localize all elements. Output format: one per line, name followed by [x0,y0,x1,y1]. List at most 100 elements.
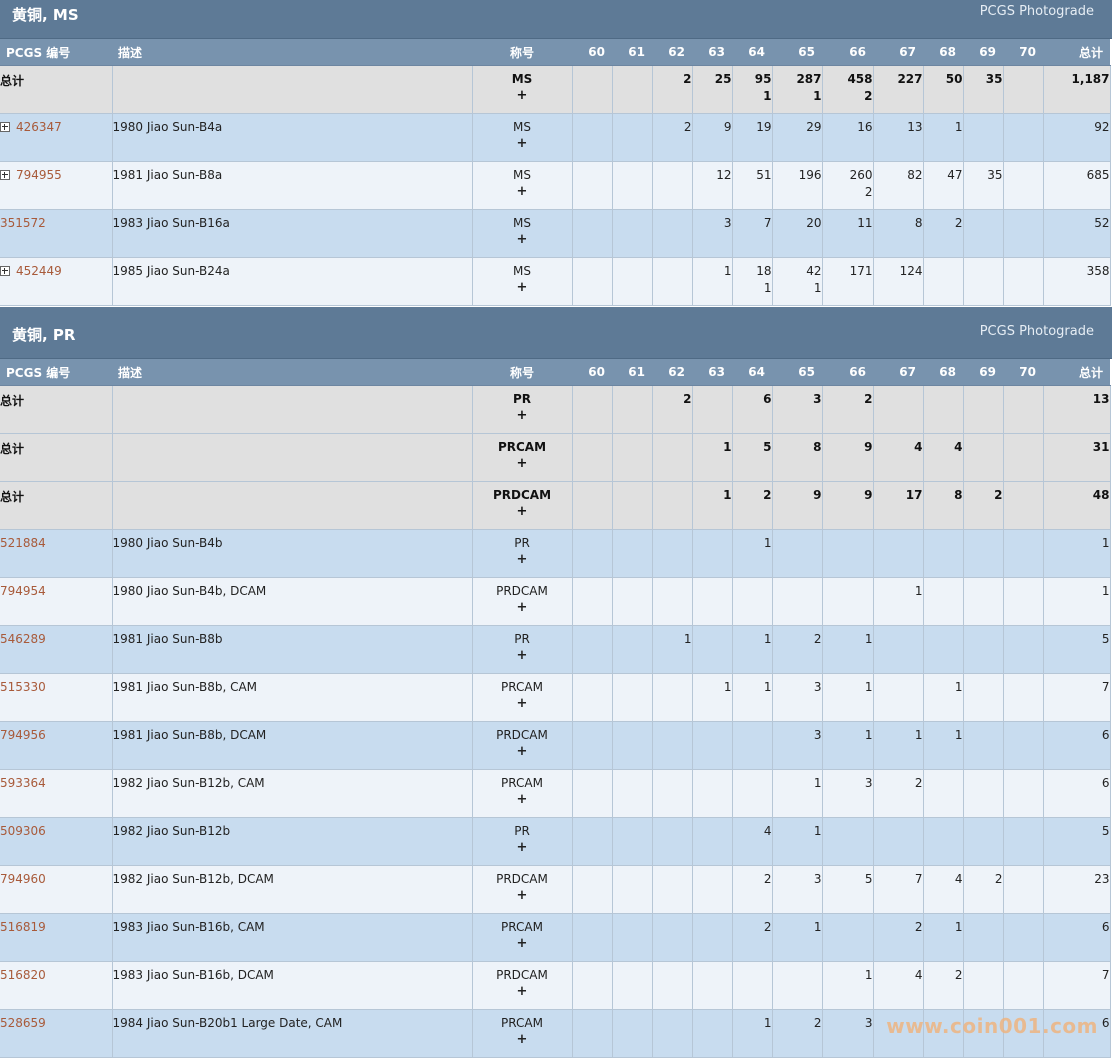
row-total-cell: 6 [1043,721,1111,770]
designation-text: PR [514,632,530,646]
grade-count-cell: 3 [822,769,874,818]
column-header[interactable]: PCGS 编号 [0,39,112,66]
grade-count-cell [923,577,964,626]
pcgs-number-link[interactable]: 794955 [16,168,62,182]
grade-count-cell: 4 [732,817,773,866]
grade-count: 4 [914,440,923,454]
population-table: PCGS 编号 描述 称号 60 61 62 63 64 65 66 67 68 69 70 总计 总计 PR +… [0,359,1111,1058]
grade-count-cell [923,257,964,306]
column-header[interactable]: 描述 [112,359,472,386]
photograde-link[interactable]: PCGS Photograde [979,4,1094,19]
pcgs-number-cell: 546289 [0,625,113,674]
section-header: 黄铜, MS PCGS Photograde [0,0,1112,39]
column-header[interactable]: 69 [963,39,1003,66]
pcgs-number-link[interactable]: 452449 [16,264,62,278]
plus-grade-label: + [516,232,528,247]
description-cell: 1982 Jiao Sun-B12b [112,817,473,866]
column-header[interactable]: 61 [612,359,652,386]
column-header[interactable]: 总计 [1043,39,1110,66]
grade-count: 5 [864,872,873,886]
column-header[interactable]: 称号 [472,39,572,66]
column-header[interactable]: 66 [822,39,873,66]
column-header[interactable]: 62 [652,39,692,66]
designation-cell: MS + [472,257,573,306]
table-row: 521884 1980 Jiao Sun-B4b PR +1 1 [0,529,1111,578]
grade-count-cell: 5 [732,433,773,482]
table-row: 593364 1982 Jiao Sun-B12b, CAM PRCAM +1 3 2 6 [0,769,1111,818]
grade-count: 1 [723,488,732,502]
pcgs-number-link[interactable]: 351572 [0,216,46,230]
grade-count-cell: 19 [732,113,773,162]
pcgs-number-link[interactable]: 521884 [0,536,46,550]
column-header[interactable]: 61 [612,39,652,66]
expand-plus-icon[interactable] [0,266,10,276]
column-header[interactable]: 67 [873,39,923,66]
column-header[interactable]: 62 [652,359,692,386]
pcgs-number-link[interactable]: 794960 [0,872,46,886]
grade-count: 1 [954,728,963,742]
column-header[interactable]: 65 [772,359,822,386]
row-total: 92 [1094,120,1110,134]
plus-grade-count: 1 [763,281,772,295]
column-header[interactable]: 总计 [1043,359,1110,386]
column-header[interactable]: 65 [772,39,822,66]
column-header[interactable]: 68 [923,359,963,386]
column-header[interactable]: 描述 [112,39,472,66]
column-header[interactable]: 67 [873,359,923,386]
column-header[interactable]: 70 [1003,39,1043,66]
description-text: 1981 Jiao Sun-B8a [112,168,223,182]
grade-count: 1 [813,824,822,838]
pcgs-number-link[interactable]: 794956 [0,728,46,742]
column-header[interactable]: 60 [572,359,612,386]
pcgs-number-link[interactable]: 509306 [0,824,46,838]
grade-count-cell [692,817,733,866]
column-header[interactable]: 66 [822,359,873,386]
grade-count-cell: 3 [772,865,823,914]
expand-plus-icon[interactable] [0,170,10,180]
pcgs-number-link[interactable]: 516819 [0,920,46,934]
column-header[interactable]: 称号 [472,359,572,386]
pcgs-number-link[interactable]: 516820 [0,968,46,982]
grade-count-cell: 2 [963,865,1004,914]
grade-count-cell [1003,481,1044,530]
grade-count-cell [873,529,924,578]
grade-count: 1 [723,440,732,454]
column-header[interactable]: 63 [692,39,732,66]
grade-count-cell: 1 [772,913,823,962]
plus-grade-label: + [516,696,528,711]
pcgs-number-link[interactable]: 515330 [0,680,46,694]
pcgs-number-link[interactable]: 546289 [0,632,46,646]
designation-text: MS [513,264,531,278]
pcgs-number-link[interactable]: 528659 [0,1016,46,1030]
grade-count-cell [923,385,964,434]
column-header[interactable]: 68 [923,39,963,66]
column-header[interactable]: 64 [732,39,772,66]
column-header[interactable]: 70 [1003,359,1043,386]
column-header[interactable]: 69 [963,359,1003,386]
grade-count: 1 [763,536,772,550]
column-header[interactable]: PCGS 编号 [0,359,112,386]
pcgs-number-cell: 516820 [0,961,113,1010]
column-header[interactable]: 60 [572,39,612,66]
designation-text: PR [512,392,532,406]
column-header[interactable]: 63 [692,359,732,386]
pcgs-number-link[interactable]: 426347 [16,120,62,134]
photograde-link[interactable]: PCGS Photograde [979,324,1094,339]
designation-cell: MS + [472,209,573,258]
expand-plus-icon[interactable] [0,122,10,132]
grade-count-cell: 2 [923,961,964,1010]
grade-count: 1 [813,920,822,934]
grade-count-cell [612,481,653,530]
pcgs-number-link[interactable]: 593364 [0,776,46,790]
grade-count-cell [572,865,613,914]
grade-count-cell: 227 [873,65,924,114]
grade-count-cell [652,865,693,914]
grade-count-cell [612,577,653,626]
pcgs-number-link[interactable]: 794954 [0,584,46,598]
pcgs-number-cell: 794956 [0,721,113,770]
column-header[interactable]: 64 [732,359,772,386]
description-cell [112,385,473,434]
grade-count: 1 [864,680,873,694]
designation-cell: MS + [472,113,573,162]
designation-text: MS [513,168,531,182]
